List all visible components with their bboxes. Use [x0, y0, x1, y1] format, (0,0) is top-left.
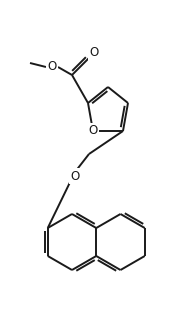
- Text: O: O: [47, 61, 57, 74]
- Text: O: O: [70, 169, 80, 182]
- Text: O: O: [88, 124, 98, 137]
- Text: O: O: [89, 47, 99, 60]
